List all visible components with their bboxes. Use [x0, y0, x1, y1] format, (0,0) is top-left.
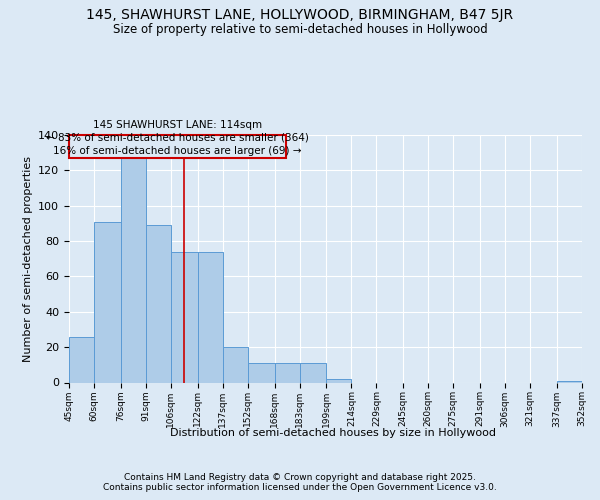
Bar [121, 152, 146, 382]
Bar [69, 135, 286, 158]
Text: 145 SHAWHURST LANE: 114sqm: 145 SHAWHURST LANE: 114sqm [93, 120, 262, 130]
Text: Contains HM Land Registry data © Crown copyright and database right 2025.: Contains HM Land Registry data © Crown c… [124, 472, 476, 482]
Text: 145, SHAWHURST LANE, HOLLYWOOD, BIRMINGHAM, B47 5JR: 145, SHAWHURST LANE, HOLLYWOOD, BIRMINGH… [86, 8, 514, 22]
Text: Distribution of semi-detached houses by size in Hollywood: Distribution of semi-detached houses by … [170, 428, 496, 438]
Bar [223, 347, 248, 382]
Bar [146, 225, 171, 382]
Bar [69, 336, 94, 382]
Text: ← 83% of semi-detached houses are smaller (364): ← 83% of semi-detached houses are smalle… [46, 132, 309, 142]
Text: Contains public sector information licensed under the Open Government Licence v3: Contains public sector information licen… [103, 482, 497, 492]
Bar [326, 379, 352, 382]
Bar [94, 222, 121, 382]
Bar [275, 363, 299, 382]
Y-axis label: Number of semi-detached properties: Number of semi-detached properties [23, 156, 32, 362]
Bar [248, 363, 275, 382]
Bar [171, 252, 197, 382]
Text: Size of property relative to semi-detached houses in Hollywood: Size of property relative to semi-detach… [113, 22, 487, 36]
Bar [197, 252, 223, 382]
Text: 16% of semi-detached houses are larger (69) →: 16% of semi-detached houses are larger (… [53, 146, 302, 156]
Bar [557, 380, 582, 382]
Bar [299, 363, 326, 382]
